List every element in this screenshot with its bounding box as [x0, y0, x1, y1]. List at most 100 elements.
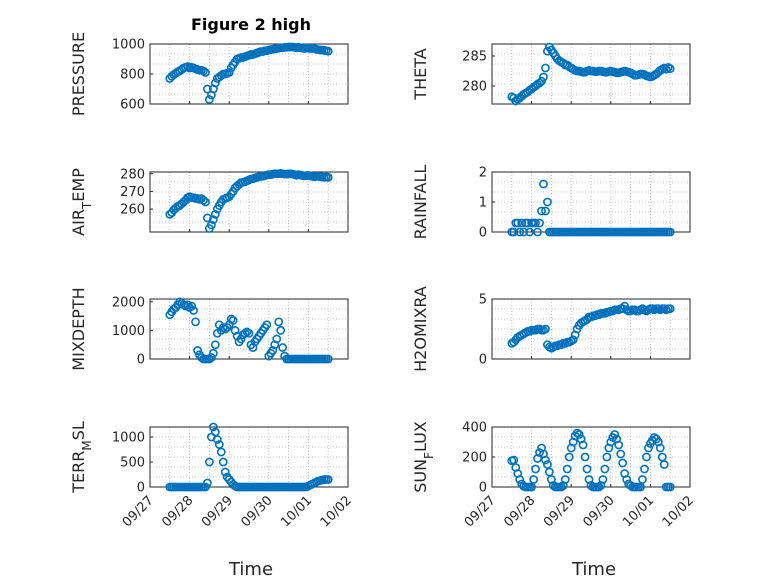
- data-point: [655, 443, 665, 453]
- subplot-h2omixra: 0 5 H2OMIXRA: [411, 286, 691, 372]
- x-axis-label-left: Time: [228, 559, 273, 580]
- data-point: [616, 449, 626, 459]
- data-point: [193, 346, 202, 355]
- x-tick-label: 09/29: [541, 493, 578, 530]
- data-point: [203, 84, 212, 94]
- data-point: [203, 213, 212, 223]
- data-point: [535, 218, 544, 228]
- data-point: [543, 46, 552, 56]
- subplot-theta: 280 285 THETA: [411, 42, 691, 106]
- data-point: [216, 447, 226, 457]
- x-tick-label: 09/27: [120, 493, 157, 530]
- x-tick-label: 09/30: [581, 493, 618, 530]
- y-tick-label: 0: [137, 353, 145, 368]
- data-point: [661, 64, 671, 74]
- y-axis-label: RAINFALL: [411, 165, 430, 240]
- data-point: [323, 172, 333, 182]
- data-point: [274, 317, 284, 327]
- y-tick-label: 800: [120, 68, 145, 83]
- subplot-sun-flux: 0 200 400 09/27 09/28 09/29 09/30 10/01 10/02 SUN…: [411, 421, 697, 531]
- data-point: [206, 353, 216, 362]
- data-point: [529, 475, 538, 484]
- data-point: [270, 340, 280, 350]
- data-point: [189, 306, 198, 315]
- y-tick-label: 285: [462, 50, 487, 65]
- y-tick-label: 400: [462, 421, 487, 436]
- data-point: [199, 66, 208, 76]
- y-tick-label: 0: [479, 226, 487, 241]
- y-tick-label: 5: [479, 293, 487, 308]
- data-point: [665, 227, 675, 237]
- data-point: [535, 448, 544, 457]
- data-point: [228, 316, 238, 325]
- data-point: [201, 68, 210, 77]
- y-axis-label: TERRMSL: [69, 421, 94, 494]
- data-point: [622, 475, 632, 484]
- subplot-mixdepth: 0 1000 2000 MIXDEPTH: [69, 287, 349, 371]
- data-point: [278, 343, 288, 352]
- data-point: [515, 227, 525, 237]
- data-point: [586, 481, 596, 490]
- y-tick-label: 260: [120, 203, 145, 218]
- data-point: [531, 464, 540, 474]
- data-point: [574, 430, 584, 439]
- data-point: [208, 348, 218, 358]
- x-tick-label: 09/28: [159, 493, 196, 530]
- subplot-pressure: 600 800 1000 PRESSURE: [69, 32, 349, 116]
- data-point: [218, 457, 228, 467]
- data-point: [242, 327, 252, 337]
- x-axis-label-right: Time: [571, 559, 616, 580]
- y-axis-label: AIRTEMP: [69, 168, 94, 236]
- data-point: [268, 346, 278, 355]
- y-tick-label: 2: [479, 166, 487, 181]
- data-point: [535, 78, 544, 88]
- y-axis-label: SUNFLUX: [411, 421, 436, 493]
- data-point: [659, 460, 669, 469]
- data-point: [626, 481, 635, 490]
- data-point: [181, 301, 191, 311]
- data-point: [208, 422, 218, 432]
- data-point: [197, 353, 206, 362]
- data-point: [515, 475, 525, 484]
- data-point: [537, 76, 546, 86]
- data-point: [539, 179, 548, 189]
- data-point: [580, 452, 590, 462]
- y-axis-label: MIXDEPTH: [69, 287, 88, 370]
- y-tick-label: 270: [120, 185, 145, 200]
- data-point: [578, 440, 588, 450]
- data-point: [614, 440, 624, 450]
- data-point: [665, 482, 675, 492]
- data-point: [640, 464, 649, 474]
- subplot-air-temp: 260 270 280 AIRTEMP: [69, 167, 349, 236]
- data-point: [230, 326, 240, 335]
- y-tick-label: 1: [479, 196, 487, 211]
- data-point: [206, 220, 216, 230]
- data-point: [201, 197, 210, 207]
- y-axis-label: THETA: [411, 48, 430, 100]
- x-tick-label: 10/02: [318, 493, 355, 530]
- data-point: [203, 478, 212, 488]
- x-tick-label: 09/30: [239, 493, 276, 530]
- data-point: [240, 328, 250, 338]
- data-point: [210, 340, 220, 350]
- y-tick-label: 0: [479, 353, 487, 368]
- data-point: [212, 435, 222, 444]
- data-point: [572, 428, 582, 438]
- data-point: [236, 334, 246, 344]
- x-tick-label: 09/28: [501, 493, 538, 530]
- y-tick-label: 280: [462, 80, 487, 95]
- data-point: [598, 475, 608, 484]
- data-point: [541, 455, 550, 465]
- x-tick-label: 09/29: [199, 493, 236, 530]
- data-point: [618, 458, 628, 468]
- data-point: [183, 62, 193, 71]
- x-tick-label: 09/27: [462, 493, 499, 530]
- y-tick-label: 1000: [112, 324, 145, 339]
- data-point: [638, 475, 647, 484]
- data-point: [323, 354, 333, 364]
- y-tick-label: 0: [479, 481, 487, 496]
- data-point: [537, 206, 546, 216]
- data-point: [602, 452, 612, 462]
